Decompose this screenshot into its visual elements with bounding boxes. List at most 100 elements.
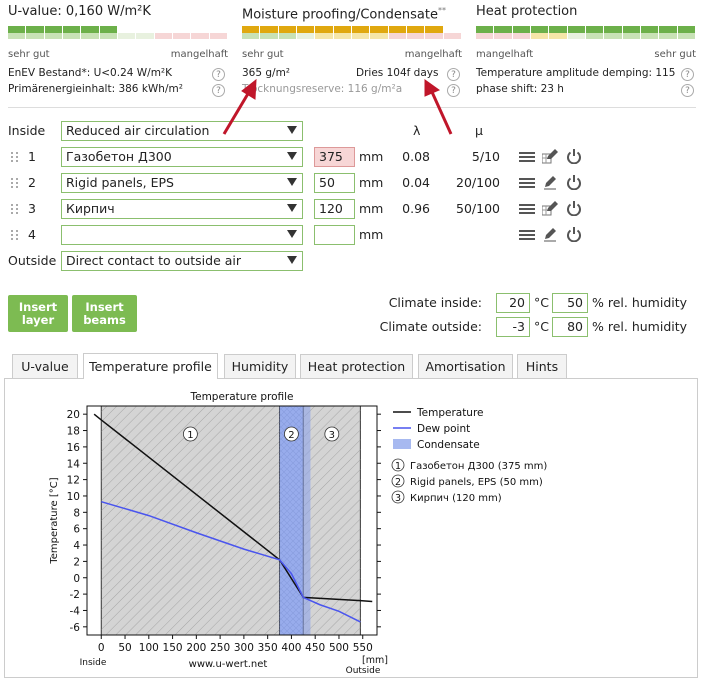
x-left-label: Inside bbox=[80, 658, 107, 668]
x-right-label: Outside bbox=[346, 666, 381, 676]
climate-inside-humidity-input[interactable]: 50 bbox=[552, 293, 588, 313]
help-icon[interactable]: ? bbox=[681, 84, 694, 97]
uvalue-scale-left: sehr gut bbox=[8, 49, 50, 60]
menu-icon[interactable] bbox=[519, 228, 535, 242]
y-tick-label: 2 bbox=[73, 556, 80, 568]
help-icon[interactable]: ? bbox=[212, 84, 225, 97]
layer-material-select[interactable]: Rigid panels, EPS bbox=[61, 173, 303, 193]
x-tick-label: 50 bbox=[118, 642, 131, 654]
layer-mu: 5/10 bbox=[471, 149, 500, 164]
menu-icon[interactable] bbox=[519, 150, 535, 164]
climate-inside-label: Climate inside: bbox=[388, 295, 482, 310]
series-dew-point bbox=[101, 500, 361, 623]
condensate-amount: 365 g/m² bbox=[242, 67, 291, 79]
climate-outside-humidity-input[interactable]: 80 bbox=[552, 317, 588, 337]
x-tick-label: 350 bbox=[258, 642, 278, 654]
inside-condition-select[interactable]: Reduced air circulation bbox=[61, 121, 303, 141]
climate-outside-temp-input[interactable]: -3 bbox=[496, 317, 530, 337]
chevron-down-icon bbox=[287, 178, 297, 186]
layer-material-select[interactable]: Газобетон Д300 bbox=[61, 147, 303, 167]
uvalue-rating-scale bbox=[8, 26, 228, 39]
power-icon[interactable] bbox=[566, 148, 582, 164]
moisture-rating-scale bbox=[242, 26, 462, 39]
chevron-down-icon bbox=[287, 126, 297, 134]
x-tick-label: 150 bbox=[163, 642, 183, 654]
divider bbox=[8, 107, 696, 108]
tab-humidity[interactable]: Humidity bbox=[224, 354, 296, 378]
x-tick-label: 200 bbox=[186, 642, 206, 654]
x-tick-label: 550 bbox=[353, 642, 373, 654]
power-icon[interactable] bbox=[566, 200, 582, 216]
mu-header: μ bbox=[475, 123, 483, 138]
layer-thickness-input[interactable]: 50 bbox=[314, 173, 355, 193]
layer-thickness-input[interactable] bbox=[314, 225, 355, 245]
chart-title: Temperature profile bbox=[189, 391, 293, 403]
edit-grid-icon[interactable] bbox=[542, 148, 560, 164]
uvalue-enev: EnEV Bestand*: U<0.24 W/m²K bbox=[8, 67, 173, 79]
legend-temperature: Temperature bbox=[416, 407, 484, 419]
tab-hints[interactable]: Hints bbox=[517, 354, 567, 378]
y-tick-label: 10 bbox=[67, 491, 80, 503]
heat-scale-left: mangelhaft bbox=[476, 49, 534, 60]
uvalue-scale-right: mangelhaft bbox=[170, 49, 228, 60]
moisture-title-text: Moisture proofing/Condensate bbox=[242, 7, 438, 23]
humidity-unit: % rel. humidity bbox=[592, 295, 688, 310]
drag-handle[interactable] bbox=[11, 152, 19, 162]
chevron-down-icon bbox=[287, 256, 297, 264]
layer-thickness-input[interactable]: 120 bbox=[314, 199, 355, 219]
layer-number: 4 bbox=[28, 227, 36, 242]
layer-legend-marker bbox=[391, 474, 405, 488]
edit-grid-icon[interactable] bbox=[542, 200, 560, 216]
x-tick-label: 300 bbox=[234, 642, 254, 654]
help-icon[interactable]: ? bbox=[447, 68, 460, 81]
phase-shift: phase shift: 23 h bbox=[476, 83, 564, 95]
y-axis-label: Temperature [°C] bbox=[49, 477, 60, 564]
outside-condition-value: Direct contact to outside air bbox=[66, 253, 241, 268]
menu-icon[interactable] bbox=[519, 176, 535, 190]
legend-dew-point: Dew point bbox=[417, 423, 470, 435]
outside-condition-select[interactable]: Direct contact to outside air bbox=[61, 251, 303, 271]
drag-handle[interactable] bbox=[11, 230, 19, 240]
drying-reserve: Trocknungsreserve: 116 g/m²a bbox=[242, 83, 403, 95]
tab-temperature-profile[interactable]: Temperature profile bbox=[83, 353, 218, 379]
power-icon[interactable] bbox=[566, 226, 582, 242]
help-icon[interactable]: ? bbox=[212, 68, 225, 81]
pencil-icon[interactable] bbox=[542, 174, 558, 190]
chart-layer-hatch-3 bbox=[303, 406, 361, 635]
menu-icon[interactable] bbox=[519, 202, 535, 216]
inside-condition-value: Reduced air circulation bbox=[66, 123, 210, 138]
x-tick-label: 450 bbox=[305, 642, 325, 654]
drying-time: Dries 104f days bbox=[356, 67, 439, 79]
chart-layer-hatch-1 bbox=[101, 406, 280, 635]
layer-material-select[interactable]: Кирпич bbox=[61, 199, 303, 219]
layer-thickness-input[interactable]: 375 bbox=[314, 147, 355, 167]
layer-legend-marker-label: 2 bbox=[395, 477, 401, 488]
x-tick-label: 500 bbox=[329, 642, 349, 654]
layer-lambda: 0.96 bbox=[402, 201, 430, 216]
chart-layer-marker-label: 1 bbox=[187, 430, 193, 441]
tab-amortisation[interactable]: Amortisation bbox=[418, 354, 513, 378]
tab-u-value[interactable]: U-value bbox=[12, 354, 78, 378]
climate-inside-temp-input[interactable]: 20 bbox=[496, 293, 530, 313]
help-icon[interactable]: ? bbox=[447, 84, 460, 97]
layer-material-select[interactable] bbox=[61, 225, 303, 245]
insert-layer-button[interactable]: Insert layer bbox=[8, 295, 68, 332]
power-icon[interactable] bbox=[566, 174, 582, 190]
chart-layer-marker-label: 3 bbox=[329, 430, 335, 441]
help-icon[interactable]: ? bbox=[681, 68, 694, 81]
drag-handle[interactable] bbox=[11, 178, 19, 188]
tab-heat-protection[interactable]: Heat protection bbox=[300, 354, 413, 378]
drag-handle[interactable] bbox=[11, 204, 19, 214]
layer-material-value: Газобетон Д300 bbox=[66, 149, 172, 164]
layer-material-value: Кирпич bbox=[66, 201, 115, 216]
y-tick-label: 0 bbox=[73, 573, 80, 585]
insert-beams-button[interactable]: Insert beams bbox=[72, 295, 137, 332]
lambda-header: λ bbox=[413, 123, 421, 138]
chart-layer-marker bbox=[183, 426, 198, 442]
x-axis-unit: [mm] bbox=[362, 655, 388, 666]
y-tick-label: -2 bbox=[70, 589, 80, 601]
pencil-icon[interactable] bbox=[542, 226, 558, 242]
y-tick-label: 14 bbox=[67, 458, 81, 470]
chart-frame bbox=[86, 405, 378, 636]
y-tick-label: -4 bbox=[70, 605, 81, 617]
